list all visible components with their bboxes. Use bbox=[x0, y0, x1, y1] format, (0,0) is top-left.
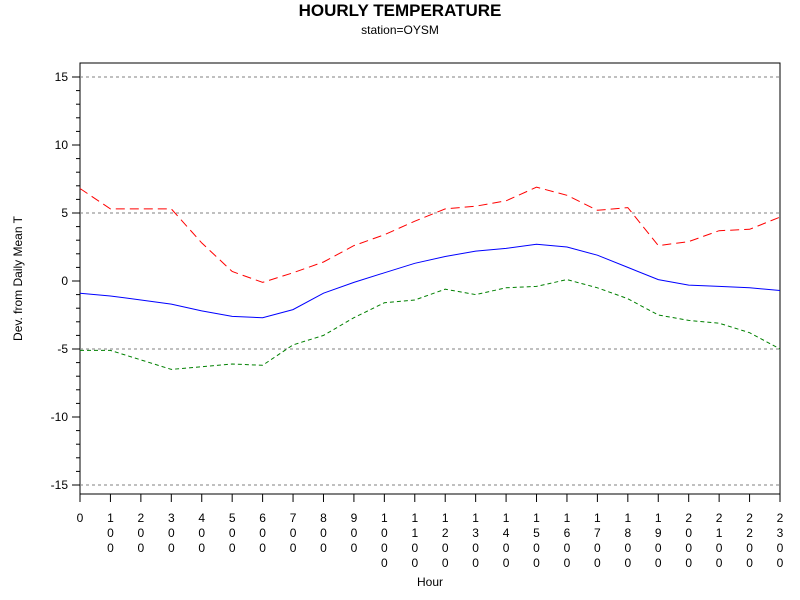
y-tick-label: -10 bbox=[51, 410, 69, 424]
plot-frame bbox=[79, 62, 781, 495]
x-axis-label: Hour bbox=[417, 575, 443, 589]
chart-title: HOURLY TEMPERATURE bbox=[298, 1, 502, 20]
y-tick-label: -5 bbox=[57, 342, 68, 356]
y-tick-label: 15 bbox=[55, 70, 69, 84]
series-line-3 bbox=[80, 279, 781, 370]
y-tick-label: -15 bbox=[51, 478, 69, 492]
y-tick-label: 5 bbox=[61, 206, 68, 220]
series-line-1 bbox=[79, 186, 781, 283]
y-axis-label: Dev. from Daily Mean T bbox=[11, 215, 25, 341]
y-tick-label: 0 bbox=[61, 274, 68, 288]
series-line-2 bbox=[79, 243, 781, 319]
x-tick-label: 0 bbox=[77, 511, 84, 525]
y-tick-label: 10 bbox=[55, 138, 69, 152]
chart-subtitle: station=OYSM bbox=[361, 23, 439, 37]
